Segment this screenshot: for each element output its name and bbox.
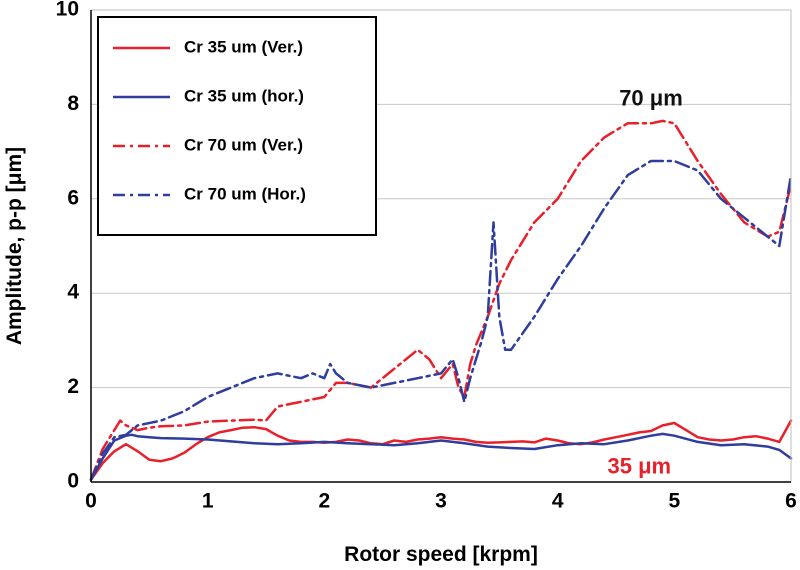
y-axis-title: Amplitude, p-p [μm] <box>3 147 26 345</box>
y-tick-label: 0 <box>67 470 79 493</box>
y-tick-label: 4 <box>67 281 79 304</box>
annotation-label: 35 μm <box>608 454 672 479</box>
series-line-4 <box>89 159 793 481</box>
y-tick-label: 6 <box>67 186 79 209</box>
legend-label: Cr 35 um (hor.) <box>184 86 304 105</box>
x-tick-label: 3 <box>435 490 447 513</box>
y-tick-label: 8 <box>67 92 79 115</box>
data-series <box>89 119 793 481</box>
annotation-label: 70 μm <box>619 85 683 110</box>
x-axis-title: Rotor speed [krpm] <box>344 543 538 566</box>
x-tick-label: 5 <box>668 490 680 513</box>
x-tick-label: 2 <box>318 490 330 513</box>
legend-label: Cr 70 um (Hor.) <box>184 184 306 203</box>
legend-label: Cr 35 um (Ver.) <box>184 37 303 56</box>
y-tick-labels: 0 2 4 6 8 10 <box>56 0 80 493</box>
legend-label: Cr 70 um (Ver.) <box>184 135 303 154</box>
x-tick-labels: 0 1 2 3 4 5 6 <box>85 490 797 513</box>
x-tick-label: 1 <box>202 490 214 513</box>
x-tick-label: 4 <box>552 490 564 513</box>
y-tick-label: 2 <box>67 375 79 398</box>
legend: Cr 35 um (Ver.) Cr 35 um (hor.) Cr 70 um (… <box>97 16 377 236</box>
legend-box <box>97 16 377 236</box>
series-line-2 <box>89 432 793 481</box>
series-line-1 <box>89 419 793 481</box>
x-tick-label: 0 <box>85 490 97 513</box>
y-tick-label: 10 <box>56 0 79 21</box>
series-line-3 <box>89 119 793 481</box>
x-tick-label: 6 <box>785 490 797 513</box>
annotations: 70 μm 35 μm <box>608 85 683 478</box>
